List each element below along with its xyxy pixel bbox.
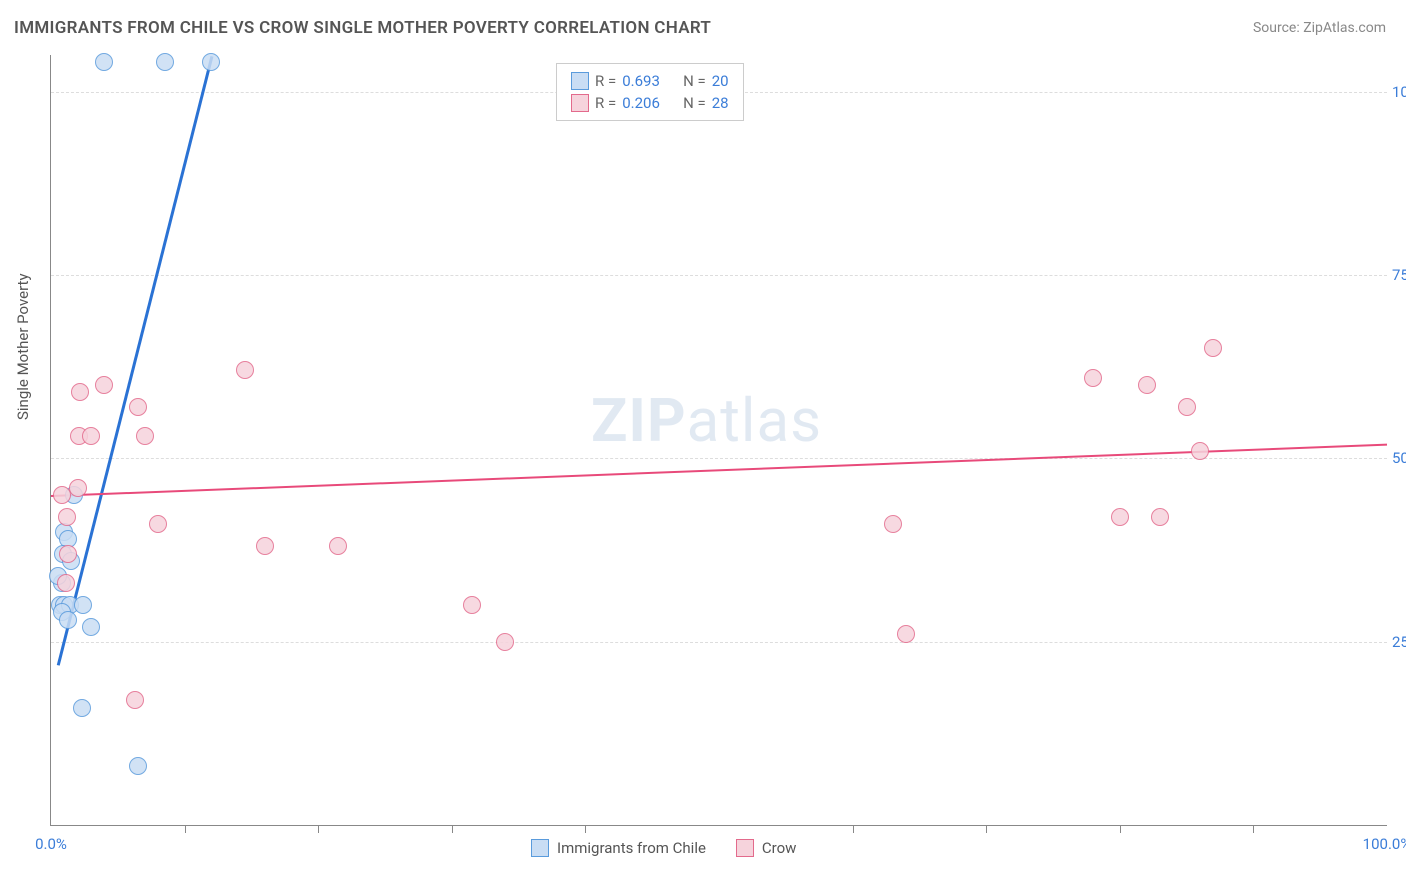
x-tick	[185, 825, 186, 833]
data-point	[136, 427, 154, 445]
data-point	[82, 618, 100, 636]
x-tick	[853, 825, 854, 833]
legend-row: R = 0.693 N = 20	[571, 70, 729, 92]
regression-line	[56, 56, 212, 665]
y-tick-label: 100.0%	[1392, 83, 1406, 101]
x-tick	[986, 825, 987, 833]
data-point	[95, 376, 113, 394]
data-point	[129, 398, 147, 416]
legend-swatch	[571, 94, 589, 112]
data-point	[73, 699, 91, 717]
data-point	[57, 574, 75, 592]
x-tick	[585, 825, 586, 833]
y-tick-label: 50.0%	[1392, 449, 1406, 467]
data-point	[149, 515, 167, 533]
data-point	[59, 611, 77, 629]
x-tick	[318, 825, 319, 833]
data-point	[1111, 508, 1129, 526]
data-point	[897, 625, 915, 643]
data-point	[58, 508, 76, 526]
y-tick-label: 75.0%	[1392, 266, 1406, 284]
data-point	[329, 537, 347, 555]
data-point	[1084, 369, 1102, 387]
data-point	[126, 691, 144, 709]
data-point	[1151, 508, 1169, 526]
data-point	[496, 633, 514, 651]
correlation-legend: R = 0.693 N = 20R = 0.206 N = 28	[556, 63, 744, 121]
data-point	[236, 361, 254, 379]
gridline	[51, 275, 1387, 276]
data-point	[1204, 339, 1222, 357]
data-point	[74, 596, 92, 614]
legend-item: Crow	[736, 839, 797, 857]
data-point	[884, 515, 902, 533]
data-point	[129, 757, 147, 775]
x-tick	[1120, 825, 1121, 833]
data-point	[69, 479, 87, 497]
data-point	[71, 383, 89, 401]
scatter-chart: ZIPatlas 25.0%50.0%75.0%100.0%0.0%100.0%…	[50, 55, 1387, 826]
data-point	[1178, 398, 1196, 416]
legend-swatch	[531, 839, 549, 857]
gridline	[51, 642, 1387, 643]
x-tick-label: 100.0%	[1363, 835, 1406, 853]
data-point	[1191, 442, 1209, 460]
legend-item: Immigrants from Chile	[531, 839, 706, 857]
x-tick	[1253, 825, 1254, 833]
data-point	[1138, 376, 1156, 394]
data-point	[156, 53, 174, 71]
legend-row: R = 0.206 N = 28	[571, 92, 729, 114]
source-label: Source: ZipAtlas.com	[1253, 20, 1386, 36]
data-point	[202, 53, 220, 71]
data-point	[82, 427, 100, 445]
x-tick	[452, 825, 453, 833]
legend-swatch	[571, 72, 589, 90]
data-point	[95, 53, 113, 71]
legend-label: Immigrants from Chile	[557, 839, 706, 857]
series-legend: Immigrants from Chile Crow	[531, 839, 796, 857]
data-point	[463, 596, 481, 614]
regression-line	[51, 444, 1387, 497]
gridline	[51, 458, 1387, 459]
y-tick-label: 25.0%	[1392, 633, 1406, 651]
legend-swatch	[736, 839, 754, 857]
x-tick-label: 0.0%	[35, 835, 67, 853]
data-point	[256, 537, 274, 555]
y-axis-label: Single Mother Poverty	[14, 273, 32, 420]
data-point	[59, 545, 77, 563]
data-point	[53, 486, 71, 504]
chart-title: IMMIGRANTS FROM CHILE VS CROW SINGLE MOT…	[14, 18, 711, 38]
legend-label: Crow	[762, 839, 797, 857]
watermark: ZIPatlas	[591, 385, 822, 456]
